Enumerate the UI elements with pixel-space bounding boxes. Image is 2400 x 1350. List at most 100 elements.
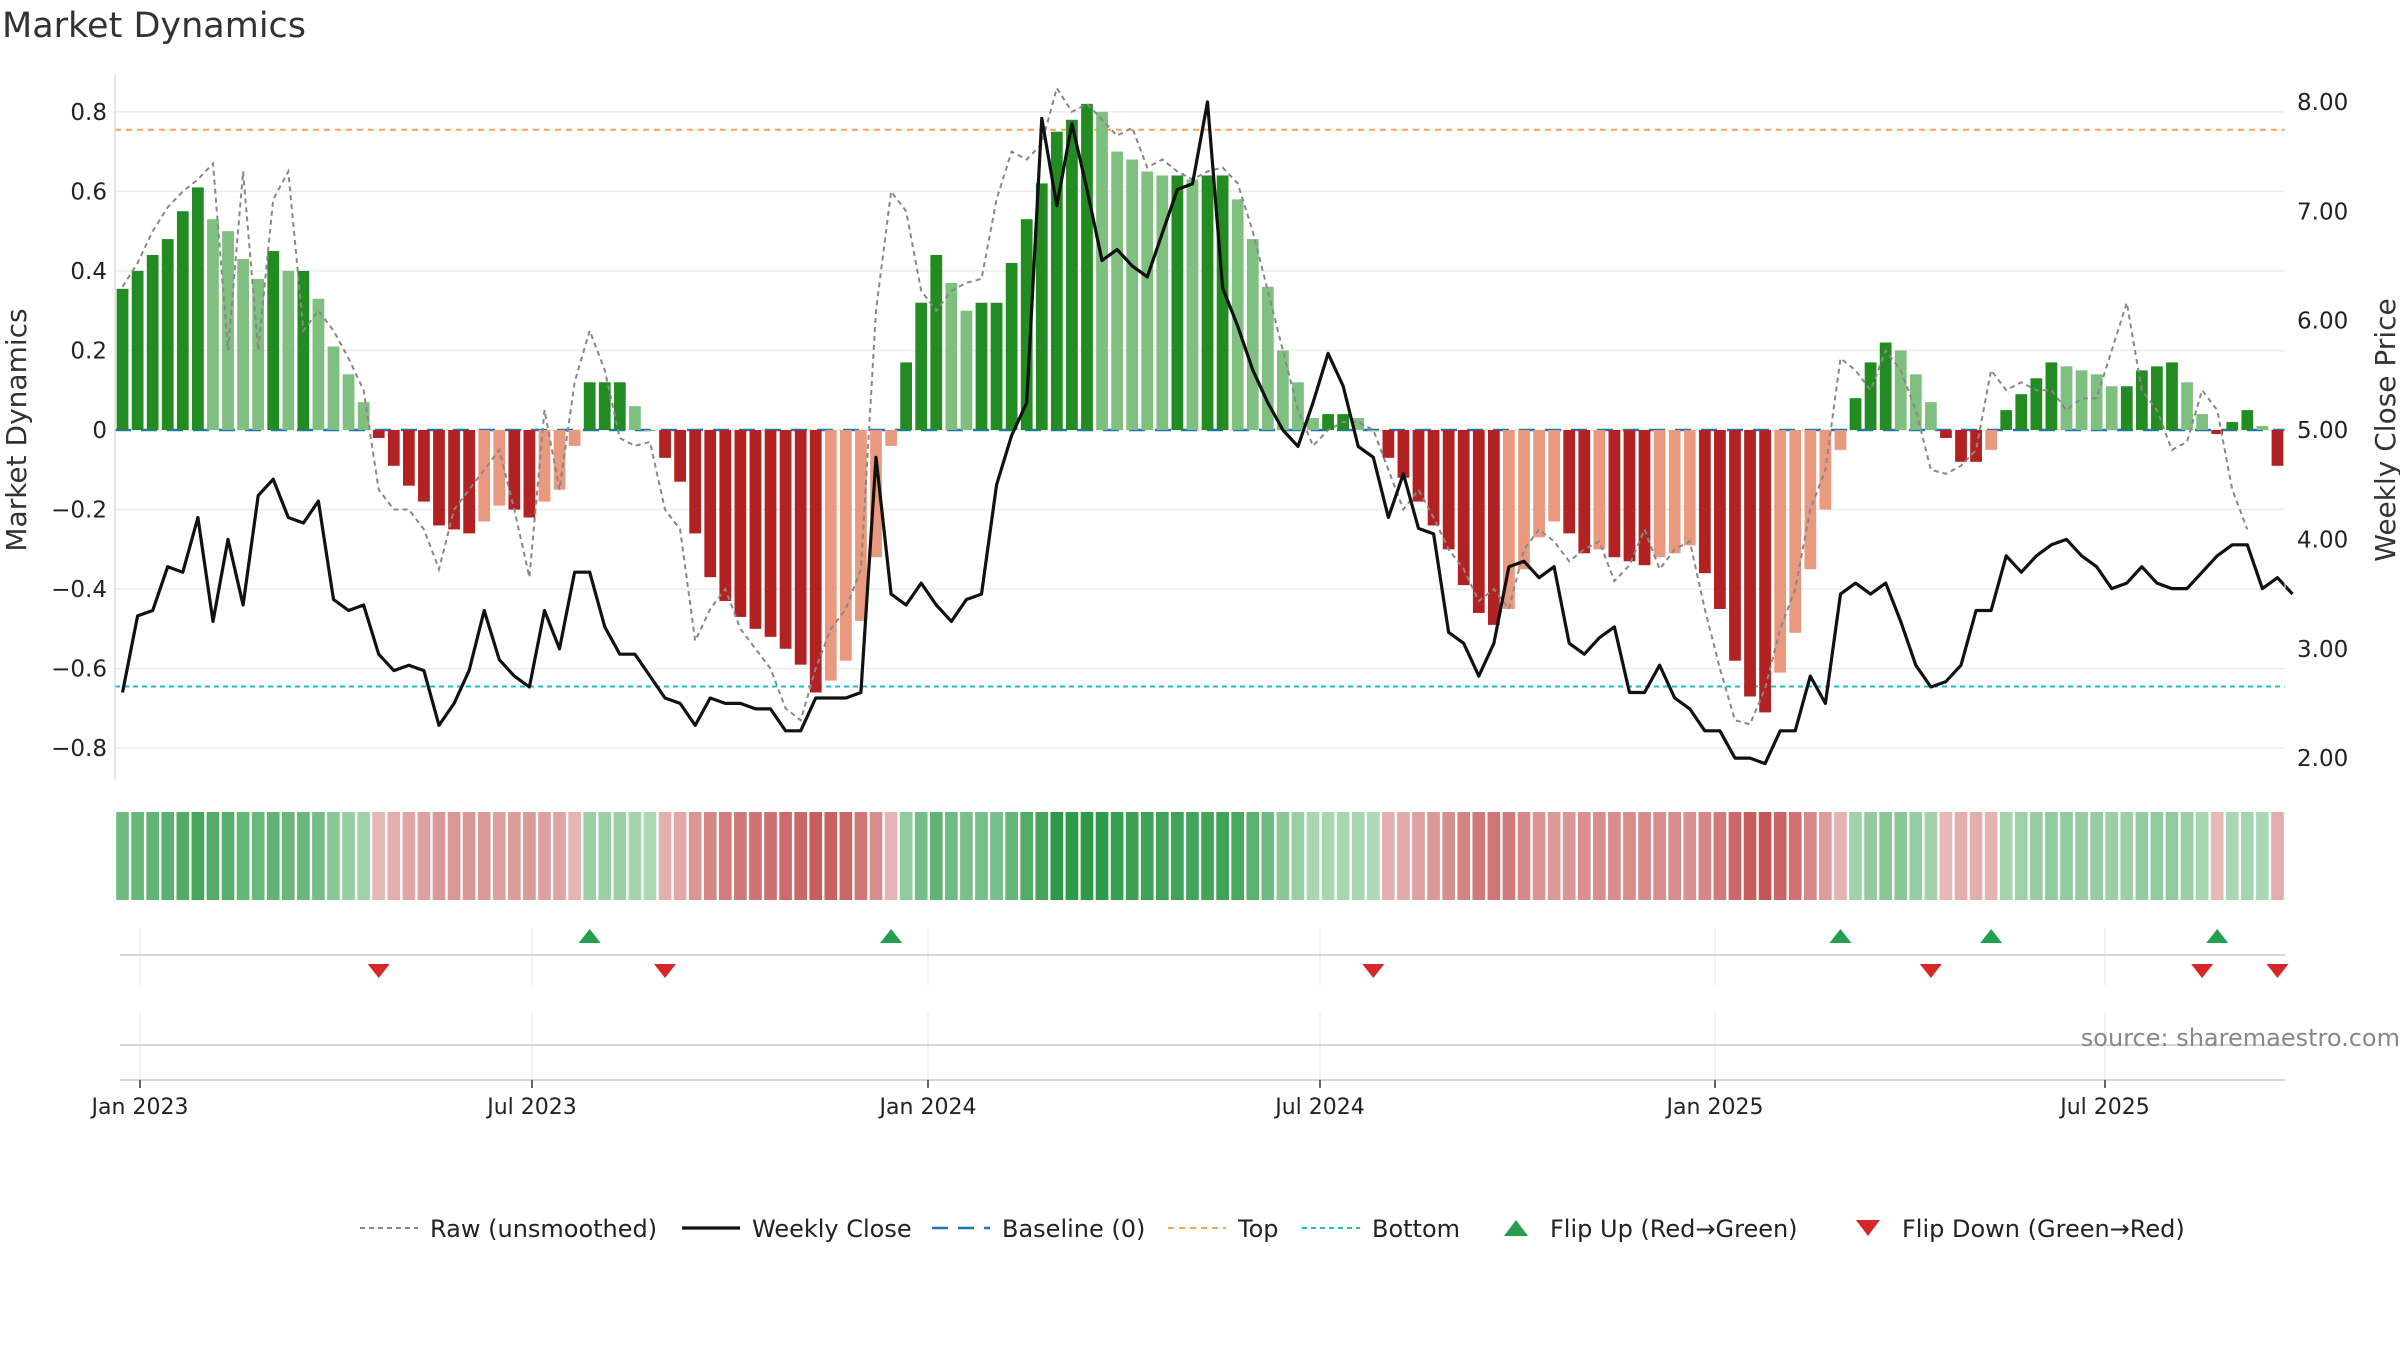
- dynamics-bar: [2196, 414, 2208, 430]
- regime-cell: [809, 812, 823, 900]
- dynamics-bar: [1050, 131, 1063, 431]
- dynamics-bar: [1201, 175, 1214, 430]
- x-tick-label: Jul 2025: [2058, 1095, 2150, 1120]
- dynamics-bar: [900, 362, 913, 430]
- dynamics-bar: [1849, 398, 1862, 430]
- dynamics-bar: [855, 430, 867, 621]
- regime-cell: [1698, 812, 1712, 900]
- regime-cell: [1909, 812, 1923, 900]
- regime-cell: [1984, 812, 1998, 900]
- left-tick-label: 0: [92, 418, 107, 444]
- regime-cell: [1246, 812, 1260, 900]
- dynamics-bar: [1593, 430, 1606, 550]
- dynamics-bar: [1126, 159, 1139, 430]
- regime-cell: [1728, 812, 1742, 900]
- dynamics-bar: [1608, 430, 1621, 558]
- dynamics-bar: [960, 310, 973, 430]
- regime-cell: [673, 812, 687, 900]
- regime-cell: [1668, 812, 1682, 900]
- dynamics-bar: [659, 430, 671, 458]
- regime-cell: [628, 812, 642, 900]
- dynamics-bar: [2045, 362, 2058, 430]
- dynamics-bar: [613, 382, 626, 430]
- dynamics-bar: [418, 430, 430, 502]
- dynamics-bar: [1683, 430, 1696, 546]
- regime-cell: [1773, 812, 1787, 900]
- regime-cell: [2165, 812, 2179, 900]
- legend-label: Flip Up (Red→Green): [1550, 1215, 1798, 1243]
- regime-cell: [2135, 812, 2149, 900]
- regime-cell: [643, 812, 657, 900]
- axes: 0.8 0.6 0.4 0.2 0 −0.2 −0.4 −0.6 −0.8 8.00 7.00 6.0…: [0, 75, 2400, 780]
- regime-cell: [2120, 812, 2134, 900]
- regime-cell: [583, 812, 597, 900]
- dynamics-bar: [2256, 426, 2269, 430]
- regime-cell: [2210, 812, 2224, 900]
- dynamics-bar: [463, 430, 476, 534]
- regime-cell: [523, 812, 536, 900]
- dynamics-bar: [1307, 418, 1319, 430]
- dynamics-bar: [2105, 386, 2118, 430]
- dynamics-bar: [1533, 430, 1545, 538]
- regime-cell: [2060, 812, 2073, 900]
- dynamics-bar: [1322, 414, 1334, 430]
- right-tick-label: 3.00: [2297, 637, 2348, 663]
- flip-down-marker: [1919, 964, 1942, 978]
- dynamics-bar: [885, 430, 897, 446]
- dynamics-bar: [1231, 199, 1244, 430]
- dynamics-bar: [719, 430, 732, 602]
- flip-up-marker: [578, 929, 601, 943]
- regime-cell: [266, 812, 280, 900]
- regime-cell: [327, 812, 340, 900]
- regime-cell: [1382, 812, 1395, 900]
- dynamics-bar: [508, 430, 521, 510]
- flip-up-marker: [1980, 929, 2003, 943]
- dynamics-bar: [116, 288, 129, 430]
- regime-cell: [432, 812, 446, 900]
- regime-cell: [2045, 812, 2058, 900]
- regime-cell: [764, 812, 777, 900]
- dynamics-bar: [448, 430, 460, 530]
- regime-cell: [824, 812, 838, 900]
- dynamics-bar: [1397, 430, 1410, 478]
- regime-cell: [1321, 812, 1335, 900]
- flip-up-marker: [1829, 929, 1852, 943]
- dynamics-bar: [1096, 111, 1108, 431]
- dynamics-bar: [1186, 179, 1199, 430]
- regime-cell: [1171, 812, 1184, 900]
- dynamics-bar: [1623, 430, 1636, 562]
- dynamics-bar: [1548, 430, 1561, 522]
- dynamics-bar: [1638, 430, 1651, 566]
- dynamics-bar: [1759, 430, 1771, 713]
- legend-label: Weekly Close: [752, 1215, 912, 1243]
- legend-label: Flip Down (Green→Red): [1902, 1215, 2185, 1243]
- regime-cell: [477, 812, 491, 900]
- x-tick-label: Jul 2023: [485, 1095, 577, 1120]
- regime-cell: [1216, 812, 1229, 900]
- regime-cell: [568, 812, 581, 900]
- left-axis-label: Market Dynamics: [0, 308, 33, 551]
- dynamics-bar: [1503, 430, 1515, 609]
- dynamics-bar: [1789, 430, 1802, 633]
- dynamics-bar: [1367, 430, 1380, 431]
- grid-lines: [115, 111, 2285, 749]
- regime-cell: [251, 812, 265, 900]
- regime-cell: [206, 812, 220, 900]
- dynamics-bar: [372, 430, 385, 438]
- regime-cell: [613, 812, 627, 900]
- left-tick-label: −0.6: [51, 657, 107, 683]
- dynamics-bar: [1427, 430, 1440, 526]
- regime-cell: [1035, 812, 1049, 900]
- dynamics-bar: [1020, 219, 1033, 430]
- dynamics-bar: [1111, 151, 1123, 430]
- regime-cell: [1653, 812, 1666, 900]
- dynamics-bar: [538, 430, 551, 502]
- regime-cell: [869, 812, 883, 900]
- regime-cell: [372, 812, 386, 900]
- dynamics-bar: [1744, 430, 1756, 697]
- raw-series: [121, 85, 2249, 726]
- dynamics-bar: [1472, 430, 1485, 613]
- regime-cell: [854, 812, 868, 900]
- regime-band: [116, 812, 2284, 900]
- regime-cell: [1879, 812, 1892, 900]
